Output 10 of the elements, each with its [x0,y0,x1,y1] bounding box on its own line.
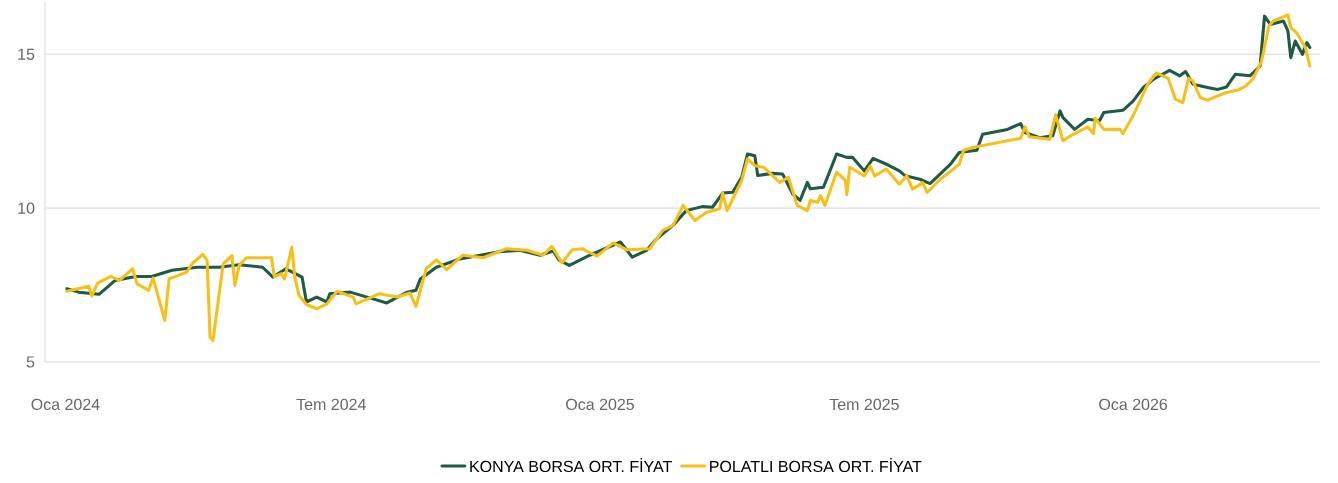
y-tick-label: 10 [18,202,35,214]
legend-label: KONYA BORSA ORT. FİYAT [470,458,672,473]
y-tick-label: 5 [26,356,35,368]
x-tick-label: Oca 2026 [1099,398,1168,411]
x-tick-label: Oca 2025 [566,398,634,411]
x-tick-label: Oca 2024 [31,398,100,411]
x-tick-label: Tem 2025 [829,398,899,411]
y-tick-label: 15 [18,48,35,60]
legend-label: POLATLI BORSA ORT. FİYAT [710,458,922,473]
x-tick-label: Tem 2024 [296,398,366,411]
